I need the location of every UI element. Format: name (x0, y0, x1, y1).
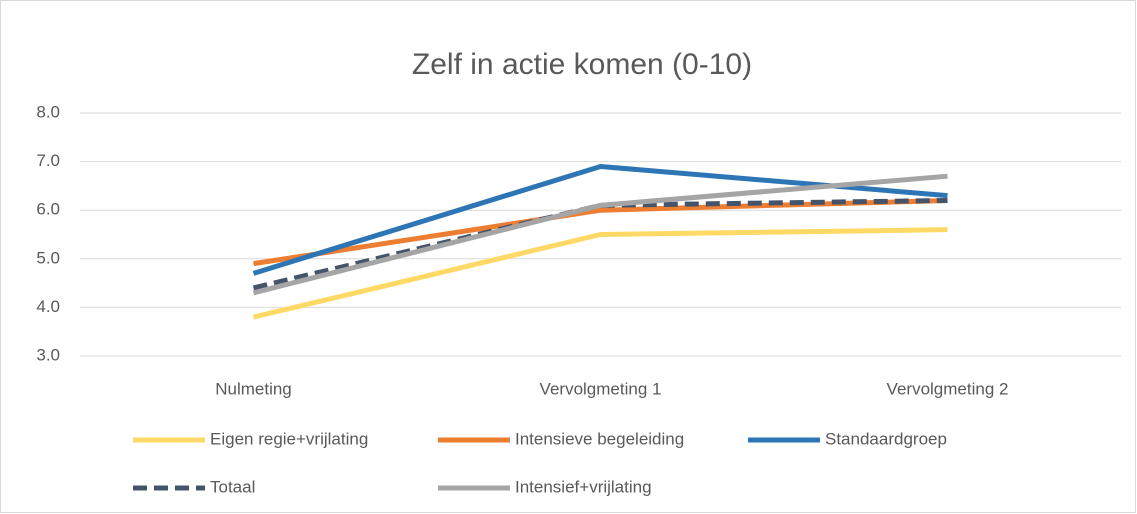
series-line (252, 227, 948, 320)
legend-label: Totaal (210, 477, 255, 496)
x-tick-label: Vervolgmeting 1 (540, 379, 662, 398)
legend-label: Intensieve begeleiding (515, 429, 684, 448)
y-tick-label: 4.0 (36, 297, 60, 316)
series-line (252, 197, 948, 291)
chart-title: Zelf in actie komen (0-10) (412, 48, 752, 81)
y-tick-label: 7.0 (36, 151, 60, 170)
y-tick-label: 3.0 (36, 345, 60, 364)
y-tick-label: 8.0 (36, 102, 60, 121)
legend-label: Eigen regie+vrijlating (210, 429, 368, 448)
y-tick-label: 6.0 (36, 200, 60, 219)
x-tick-label: Vervolgmeting 2 (887, 379, 1009, 398)
x-tick-label: Nulmeting (215, 379, 292, 398)
y-tick-label: 5.0 (36, 248, 60, 267)
legend-label: Intensief+vrijlating (515, 477, 652, 496)
legend-label: Standaardgroep (825, 429, 947, 448)
series-line (252, 173, 948, 296)
